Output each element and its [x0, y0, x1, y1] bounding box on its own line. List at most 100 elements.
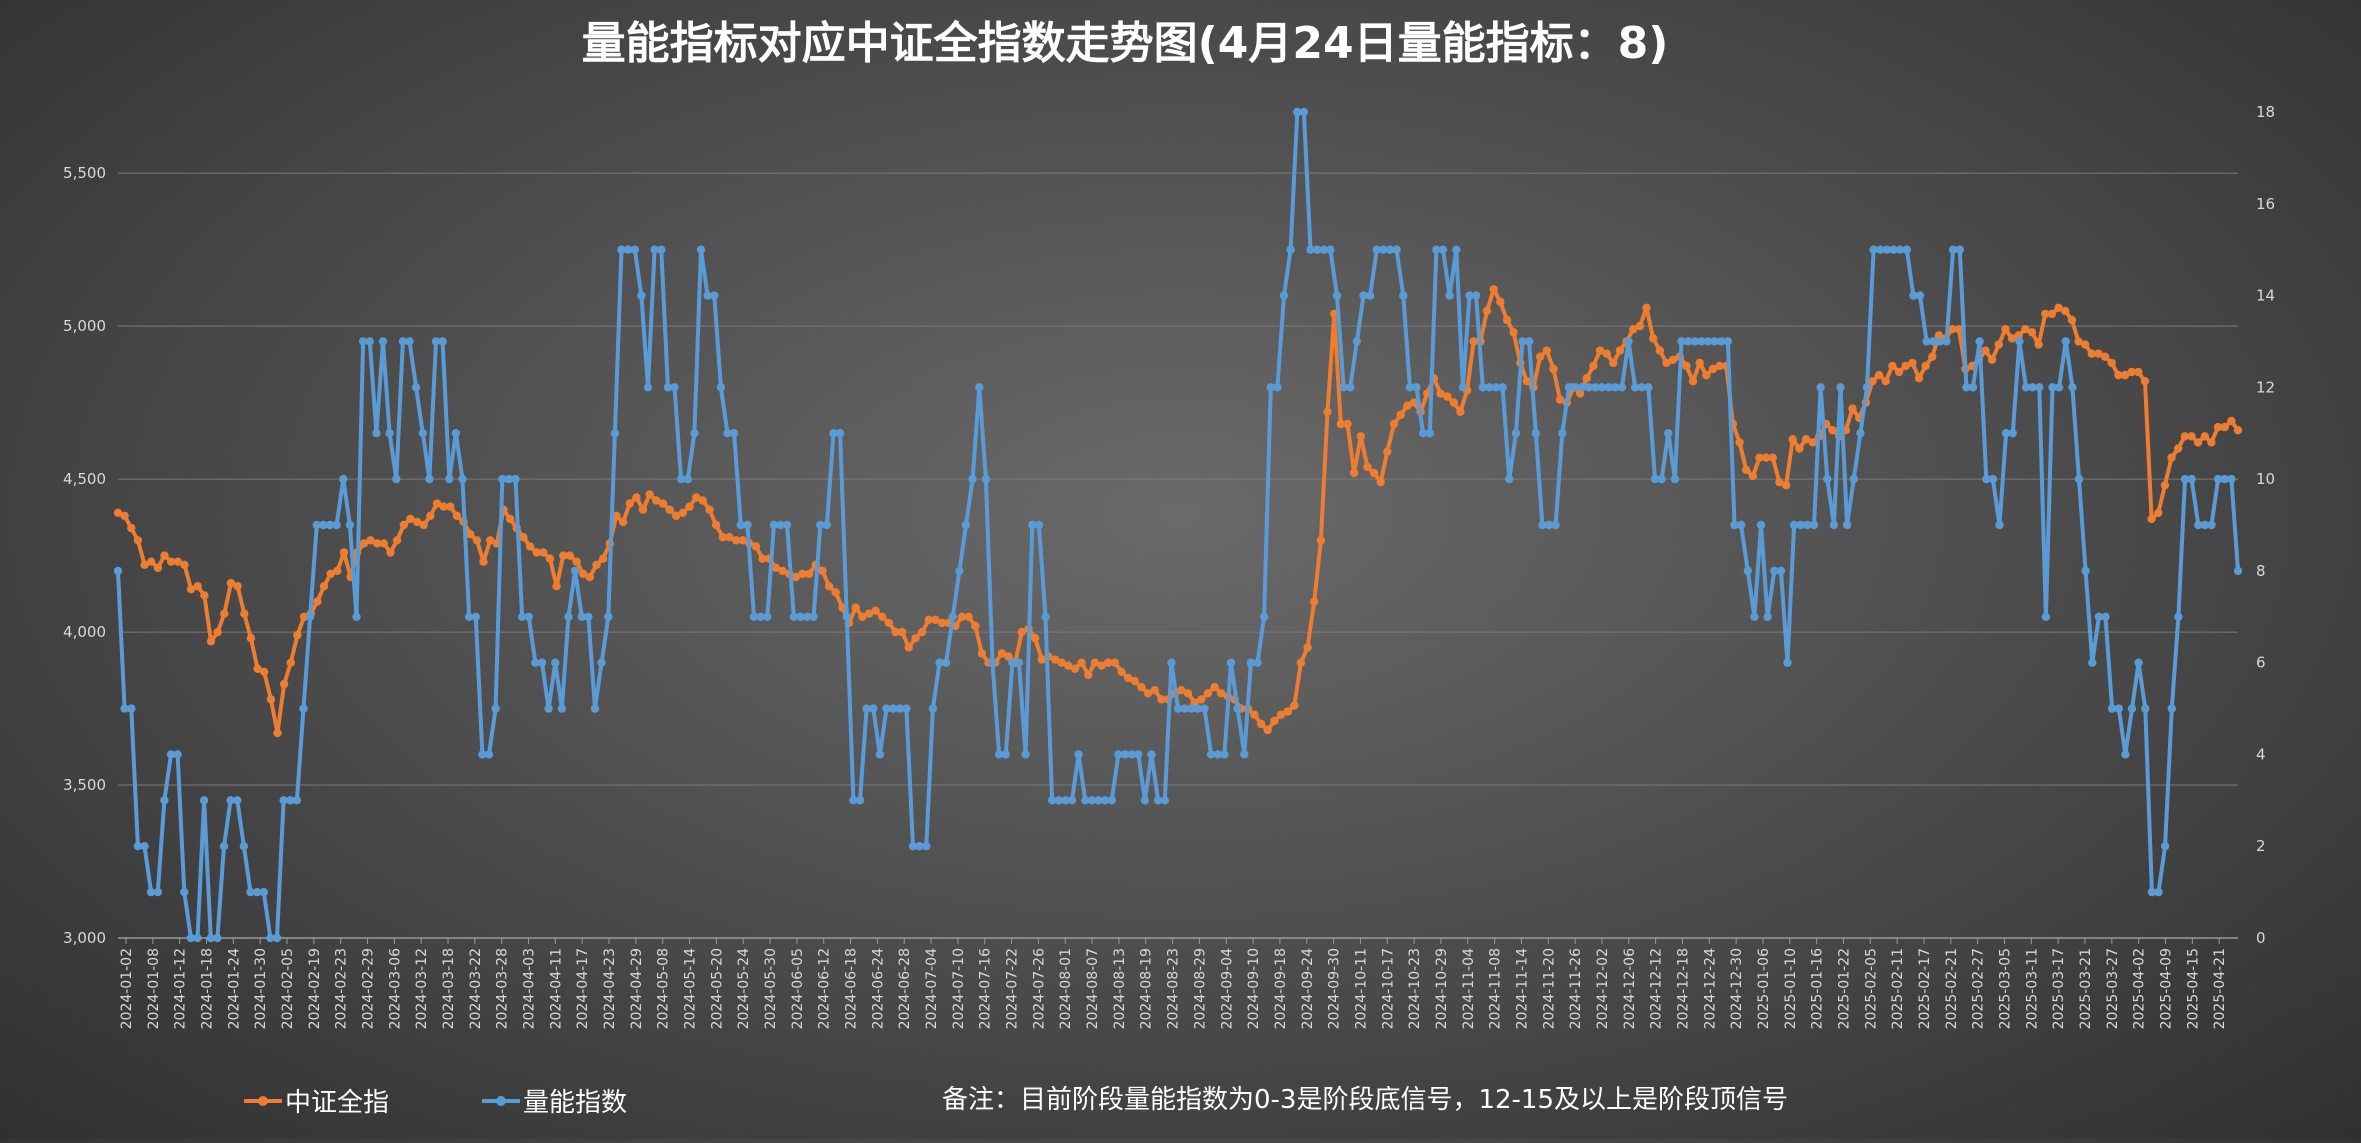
x-tick-label: 2024-03-22 — [468, 948, 484, 1029]
data-point — [1356, 432, 1366, 441]
data-point — [173, 557, 182, 566]
data-point — [1702, 370, 1711, 380]
data-point — [1379, 245, 1388, 254]
data-point — [1124, 673, 1133, 683]
data-point — [864, 609, 874, 618]
data-point — [1028, 520, 1037, 530]
data-point — [1290, 701, 1299, 710]
data-point — [988, 658, 997, 667]
data-point — [598, 554, 608, 563]
data-point — [180, 560, 189, 569]
data-point — [1551, 520, 1560, 530]
data-point — [1057, 658, 1066, 667]
data-point — [2021, 325, 2030, 334]
data-point — [319, 520, 328, 530]
data-point — [2174, 444, 2183, 453]
data-point — [1266, 383, 1276, 392]
data-point — [1074, 750, 1083, 759]
data-point — [1485, 383, 1494, 392]
data-point — [120, 511, 129, 520]
data-point — [412, 517, 422, 527]
data-point — [928, 704, 938, 713]
data-point — [1008, 658, 1017, 667]
data-point — [332, 520, 341, 530]
legend: 中证全指 量能指数 — [244, 1088, 627, 1118]
data-point — [2114, 704, 2123, 713]
data-point — [1041, 612, 1050, 621]
data-point — [824, 582, 834, 591]
data-point — [1359, 291, 1368, 300]
data-point — [1783, 658, 1792, 667]
data-point — [1717, 337, 1726, 346]
data-point — [971, 621, 980, 631]
data-point — [2233, 426, 2243, 435]
x-tick-label: 2024-06-24 — [870, 948, 886, 1029]
data-point — [2107, 704, 2117, 713]
data-point — [425, 474, 434, 484]
data-point — [638, 505, 648, 514]
data-point — [1037, 655, 1047, 664]
data-point — [1220, 750, 1229, 759]
data-point — [146, 887, 156, 897]
x-tick-label: 2024-01-18 — [200, 948, 216, 1029]
data-point — [1823, 474, 1832, 484]
data-point — [1177, 686, 1186, 695]
x-tick-label: 2024-06-05 — [790, 948, 806, 1029]
data-point — [1014, 658, 1024, 667]
data-point — [319, 582, 329, 591]
data-point — [1862, 383, 1872, 392]
x-tick-label: 2024-02-19 — [307, 948, 323, 1029]
data-point — [1498, 383, 1507, 392]
data-point — [1090, 658, 1100, 667]
data-point — [472, 536, 482, 545]
data-point — [1743, 566, 1753, 576]
data-point — [1206, 750, 1216, 759]
data-point — [584, 612, 593, 621]
data-point — [1392, 245, 1401, 254]
data-point — [1882, 245, 1892, 254]
data-point — [2041, 612, 2051, 621]
data-point — [610, 429, 620, 438]
data-point — [246, 634, 256, 643]
data-point — [1803, 520, 1812, 530]
data-point — [1776, 566, 1786, 576]
data-point — [372, 429, 381, 438]
data-point — [1982, 474, 1991, 484]
data-point — [625, 499, 634, 508]
data-point — [1742, 465, 1751, 475]
data-point — [2001, 429, 2011, 438]
data-point — [1310, 597, 1319, 606]
data-point — [1193, 704, 1203, 713]
data-point — [1217, 689, 1226, 698]
data-point — [1456, 407, 1465, 416]
chart-note: 备注：目前阶段量能指数为0-3是阶段底信号，12-15及以上是阶段顶信号 — [942, 1085, 1788, 1115]
data-point — [1469, 337, 1478, 346]
data-point — [1688, 377, 1698, 386]
data-point — [1670, 474, 1680, 484]
data-point — [869, 704, 878, 713]
data-point — [240, 609, 249, 618]
data-point — [1509, 328, 1518, 337]
data-point — [1710, 337, 1719, 346]
data-point — [902, 704, 911, 713]
data-point — [1538, 520, 1547, 530]
x-tick-label: 2025-02-11 — [1890, 948, 1906, 1029]
data-point — [1895, 245, 1905, 254]
data-point — [570, 566, 580, 576]
data-point — [153, 563, 163, 572]
data-point — [1604, 383, 1613, 392]
data-point — [696, 245, 706, 254]
data-point — [1385, 245, 1395, 254]
data-point — [1736, 520, 1746, 530]
data-point — [200, 591, 209, 600]
x-tick-label: 2024-03-06 — [387, 948, 403, 1029]
x-tick-label: 2024-08-29 — [1192, 948, 1208, 1029]
data-point — [1922, 337, 1931, 346]
data-point — [931, 615, 940, 624]
x-tick-label: 2024-09-18 — [1273, 948, 1289, 1029]
data-point — [418, 429, 427, 438]
data-point — [1642, 303, 1651, 312]
data-point — [113, 508, 123, 517]
data-point — [2167, 453, 2176, 462]
x-tick-label: 2025-03-11 — [2024, 948, 2040, 1029]
